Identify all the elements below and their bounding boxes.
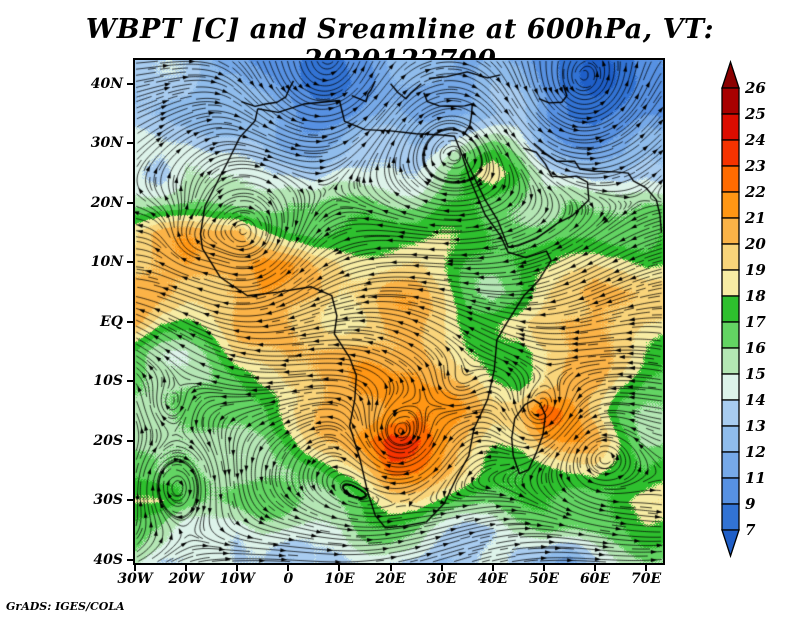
map-frame (133, 58, 665, 565)
colorbar-label: 26 (744, 79, 766, 97)
colorbar-label: 11 (745, 469, 766, 487)
colorbar-segment (721, 477, 740, 505)
lon-tick-mark (440, 563, 443, 571)
lat-tick-label: 10S (93, 373, 123, 390)
lat-tick-label: EQ (100, 313, 123, 330)
colorbar-segment (721, 243, 740, 271)
lon-tick-label: 30W (117, 571, 153, 587)
colorbar-segment (721, 373, 740, 401)
lon-tick-label: 30E (426, 571, 457, 587)
colorbar-segment (721, 165, 740, 193)
colorbar-segment (721, 139, 740, 167)
colorbar-segment (721, 425, 740, 453)
lat-tick-label: 40S (93, 552, 123, 569)
lat-tick-mark (127, 142, 135, 145)
lon-tick-mark (338, 563, 341, 571)
colorbar-label: 20 (744, 235, 766, 253)
colorbar-segment (721, 113, 740, 141)
colorbar-label: 14 (745, 391, 766, 409)
colorbar: 26 25 24 23 22 21 20 19 18 17 16 15 14 13 12 11 9 7 (721, 59, 766, 559)
colorbar-segment (721, 295, 740, 323)
colorbar-segment (721, 321, 740, 349)
colorbar-arrow-up (721, 59, 740, 89)
lon-tick-label: 10W (219, 571, 255, 587)
colorbar-segment (721, 347, 740, 375)
lon-tick-mark (236, 563, 239, 571)
lon-tick-mark (185, 563, 188, 571)
lon-tick-label: 40E (477, 571, 508, 587)
colorbar-label: 25 (744, 105, 766, 123)
lon-tick-label: 20W (168, 571, 204, 587)
grads-attribution: GrADS: IGES/COLA (6, 600, 125, 613)
colorbar-label: 23 (744, 157, 766, 175)
lat-tick-label: 10N (90, 254, 123, 271)
lon-tick-label: 0 (283, 571, 294, 587)
lat-tick-mark (127, 559, 135, 562)
lon-tick-mark (134, 563, 136, 571)
lat-tick-label: 40N (90, 75, 123, 92)
lon-tick-label: 20E (375, 571, 406, 587)
lat-tick-mark (127, 439, 135, 442)
colorbar-label: 21 (744, 209, 766, 227)
lon-tick-label: 60E (579, 571, 611, 587)
lon-tick-label: 70E (631, 571, 662, 587)
lat-tick-mark (127, 261, 135, 264)
lat-tick-label: 20N (90, 194, 123, 211)
lat-tick-mark (127, 82, 135, 85)
lat-tick-mark (127, 320, 135, 323)
lat-tick-label: 20S (93, 432, 123, 449)
lat-tick-label: 30N (90, 135, 123, 152)
colorbar-segment (721, 191, 740, 219)
lat-tick-mark (127, 380, 135, 383)
colorbar-segment (721, 399, 740, 427)
colorbar-segment (721, 87, 740, 115)
colorbar-label: 12 (745, 443, 766, 461)
lat-tick-mark (127, 201, 135, 204)
colorbar-segment (721, 217, 740, 245)
colorbar-label: 7 (745, 521, 756, 539)
colorbar-segment (721, 503, 740, 531)
colorbar-label: 17 (745, 313, 766, 331)
colorbar-label: 18 (745, 287, 766, 305)
colorbar-label: 22 (744, 183, 766, 201)
lon-tick-mark (594, 563, 597, 571)
lon-tick-mark (542, 563, 545, 571)
colorbar-segment (721, 451, 740, 479)
lon-tick-mark (389, 563, 392, 571)
lon-tick-label: 10E (324, 571, 355, 587)
lat-tick-mark (127, 499, 135, 502)
colorbar-segment (721, 269, 740, 297)
map-canvas (135, 60, 663, 563)
lon-tick-mark (491, 563, 494, 571)
colorbar-label: 19 (745, 261, 766, 279)
lon-tick-label: 50E (528, 571, 559, 587)
colorbar-label: 9 (745, 495, 756, 513)
colorbar-label: 24 (744, 131, 766, 149)
colorbar-label: 16 (745, 339, 766, 357)
colorbar-label: 15 (745, 365, 766, 383)
lon-tick-mark (645, 563, 648, 571)
colorbar-label: 13 (745, 417, 766, 435)
lat-tick-label: 30S (93, 492, 123, 509)
colorbar-arrow-down (721, 529, 740, 559)
lon-tick-mark (287, 563, 290, 571)
